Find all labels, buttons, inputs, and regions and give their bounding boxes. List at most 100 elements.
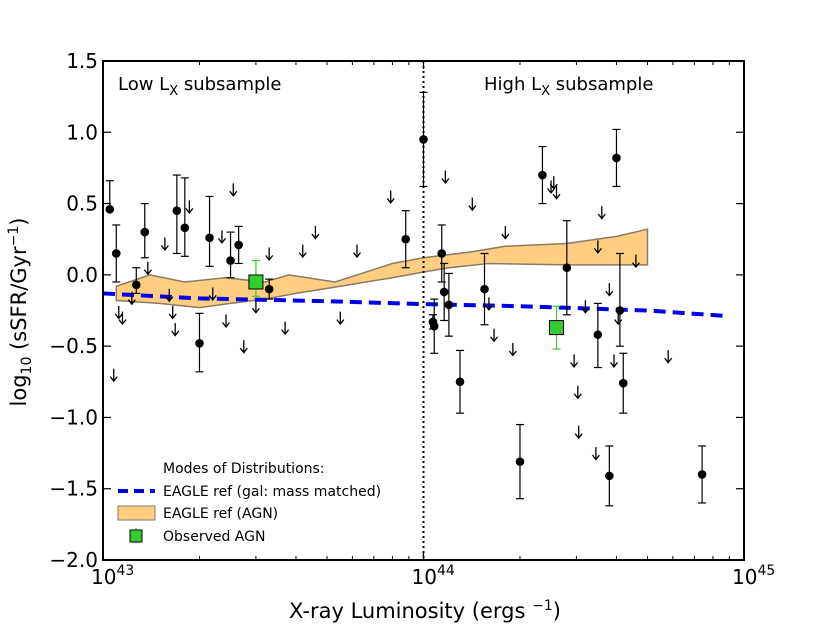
upper-limit-36	[591, 447, 600, 461]
observed-agn-marker	[548, 320, 564, 336]
upper-limit-head	[573, 393, 582, 400]
upper-limit-head	[298, 252, 307, 259]
detection-point	[111, 249, 121, 258]
detection-17	[444, 272, 454, 337]
upper-limit-head	[549, 183, 558, 190]
upper-limit-37	[593, 240, 602, 254]
upper-limit-head	[581, 307, 590, 314]
upper-limit-head	[664, 357, 673, 364]
upper-limit-head	[114, 313, 123, 320]
upper-limit-head	[609, 362, 619, 368]
upper-limit-15	[251, 300, 260, 314]
upper-limit-40	[609, 354, 619, 368]
upper-limit-22	[386, 190, 395, 205]
upper-limit-28	[508, 342, 517, 357]
detection-10	[264, 278, 274, 300]
x-tick-exponent: 45	[757, 563, 775, 579]
detection-point	[538, 170, 547, 180]
detection-14	[429, 298, 439, 354]
detection-6	[195, 312, 204, 373]
detection-point	[697, 470, 707, 479]
detection-point	[264, 284, 274, 294]
upper-limit-head	[171, 330, 180, 337]
upper-limit-32	[570, 354, 579, 368]
upper-limit-head	[605, 290, 614, 297]
upper-limit-1	[114, 305, 123, 320]
upper-limit-head	[281, 329, 290, 336]
detection-point	[180, 223, 190, 233]
x-tick-label: 1043	[91, 563, 134, 589]
x-tick-base: 10	[412, 565, 437, 589]
upper-limit-4	[143, 261, 152, 276]
detection-22	[562, 220, 572, 316]
upper-limit-29	[547, 180, 556, 195]
detection-point	[593, 330, 603, 340]
x-tick-label: 1044	[412, 563, 455, 589]
detection-point	[480, 284, 489, 294]
y-tick-label: 0.5	[66, 192, 98, 216]
detection-25	[612, 128, 621, 188]
detection-8	[226, 231, 235, 279]
legend-title: Modes of Distributions:	[163, 461, 325, 477]
detection-point	[444, 300, 454, 310]
detection-point	[562, 263, 572, 273]
upper-limit-18	[298, 244, 307, 259]
legend-label-eagle-gal: EAGLE ref (gal: mass matched)	[163, 484, 381, 500]
detection-point	[105, 204, 115, 214]
detection-3	[140, 202, 150, 259]
detection-0	[105, 180, 115, 214]
upper-limit-8	[171, 323, 180, 337]
detection-12	[419, 91, 428, 188]
upper-limit-27	[501, 226, 510, 240]
y-tick-label: −0.5	[49, 334, 98, 358]
eagle-gal-line-layer	[102, 291, 730, 319]
upper-limit-26	[490, 328, 499, 343]
upper-limit-39	[605, 283, 614, 297]
legend-label-eagle-agn: EAGLE ref (AGN)	[163, 506, 278, 522]
upper-limit-17	[281, 321, 290, 336]
upper-limit-14	[239, 340, 248, 354]
detection-18	[455, 349, 465, 414]
upper-limit-0	[109, 368, 118, 383]
y-tick-label: 1.0	[66, 120, 98, 144]
upper-limit-42	[631, 254, 640, 269]
y-tick-label: 0.0	[66, 263, 98, 287]
upper-limit-head	[185, 208, 194, 214]
detection-27	[618, 352, 628, 414]
upper-limit-30	[549, 176, 558, 190]
upper-limit-head	[229, 190, 238, 197]
upper-limit-11	[217, 230, 226, 244]
upper-limit-31	[552, 186, 561, 200]
upper-limit-head	[118, 319, 127, 326]
upper-limit-head	[109, 376, 118, 383]
detection-point	[140, 227, 150, 237]
detection-point	[437, 249, 447, 258]
x-tick-label: 1045	[732, 563, 775, 589]
observed-agn-layer	[248, 260, 564, 350]
upper-limit-head	[490, 336, 499, 343]
upper-limit-head	[160, 245, 169, 252]
observed-agn-1	[548, 305, 564, 350]
upper-limit-23	[441, 170, 450, 185]
upper-limit-16	[265, 247, 274, 262]
detection-point	[439, 287, 449, 297]
upper-limit-head	[251, 307, 260, 314]
observed-agn-0	[248, 260, 264, 297]
upper-limit-24	[468, 197, 477, 212]
detection-2	[131, 267, 141, 294]
upper-limits-layer	[109, 170, 673, 461]
upper-limit-head	[165, 296, 174, 303]
detection-point	[401, 234, 411, 244]
upper-limit-34	[574, 425, 583, 440]
x-tick-exponent: 44	[437, 563, 455, 579]
upper-limit-6	[165, 288, 174, 303]
upper-limit-19	[311, 226, 320, 240]
upper-limit-head	[468, 205, 477, 212]
detection-16	[439, 262, 449, 322]
y-tick-label: 1.5	[66, 49, 98, 73]
upper-limit-head	[127, 299, 136, 306]
detections-layer	[105, 91, 707, 507]
upper-limit-head	[547, 188, 556, 195]
detection-point	[615, 306, 625, 315]
